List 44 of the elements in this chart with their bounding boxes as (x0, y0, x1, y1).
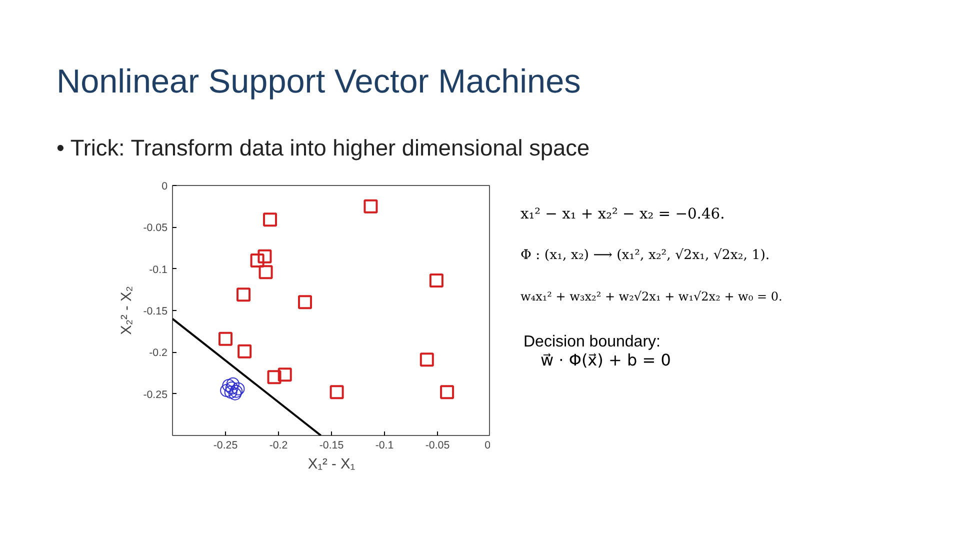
y-tick-label: -0.1 (149, 264, 168, 276)
x-tick-label: -0.2 (269, 440, 288, 452)
x-tick-label: -0.05 (425, 440, 450, 452)
point (258, 249, 272, 264)
point (263, 212, 278, 227)
point (278, 368, 292, 382)
text: x₁² − x₁ + x₂² − x₂ = −0.46. (520, 206, 725, 223)
point (218, 332, 232, 346)
point (440, 385, 454, 400)
x-tick-label: 0 (484, 440, 491, 452)
point (429, 274, 444, 288)
chart-subtitle: • Trick: Transform data into higher dimensional space (56, 134, 590, 160)
y-tick-label: -0.2 (149, 347, 168, 360)
point (224, 386, 238, 399)
point (222, 379, 236, 392)
x-tick-label: -0.15 (319, 440, 344, 452)
y-tick-label: 0 (162, 180, 168, 192)
point (232, 382, 245, 396)
y-tick-label: -0.05 (143, 222, 168, 234)
y-tick-label: -0.25 (143, 388, 168, 401)
y-axis-title: X₂² - X₂ (119, 286, 136, 335)
point (364, 199, 378, 214)
text: w⃗ · Φ(x⃗) + b = 0 (540, 350, 671, 370)
point (267, 370, 282, 384)
point (220, 384, 234, 397)
point (225, 382, 238, 394)
y-tick-label: -0.15 (143, 306, 168, 318)
x-tick-label: -0.25 (213, 440, 238, 452)
point (238, 344, 252, 358)
text: Decision boundary: (524, 333, 660, 350)
x-tick-label: -0.1 (375, 440, 394, 452)
point (420, 352, 434, 367)
point (226, 377, 240, 390)
point (330, 385, 344, 400)
point (228, 387, 242, 400)
point (298, 295, 312, 310)
point (250, 254, 264, 268)
point (236, 288, 251, 302)
x-axis-title: X₁² - X₁ (308, 456, 356, 472)
text: w₄x₁² + w₃x₂² + w₂√2x₁ + w₁√2x₂ + w₀ = 0. (520, 290, 782, 304)
point (230, 384, 243, 398)
point (258, 265, 273, 280)
text: Φ : (x₁, x₂) ⟶ (x₁², x₂², √2x₁, √2x₂, 1). (520, 248, 770, 264)
chart-title: Nonlinear Support Vector Machines (56, 64, 581, 100)
